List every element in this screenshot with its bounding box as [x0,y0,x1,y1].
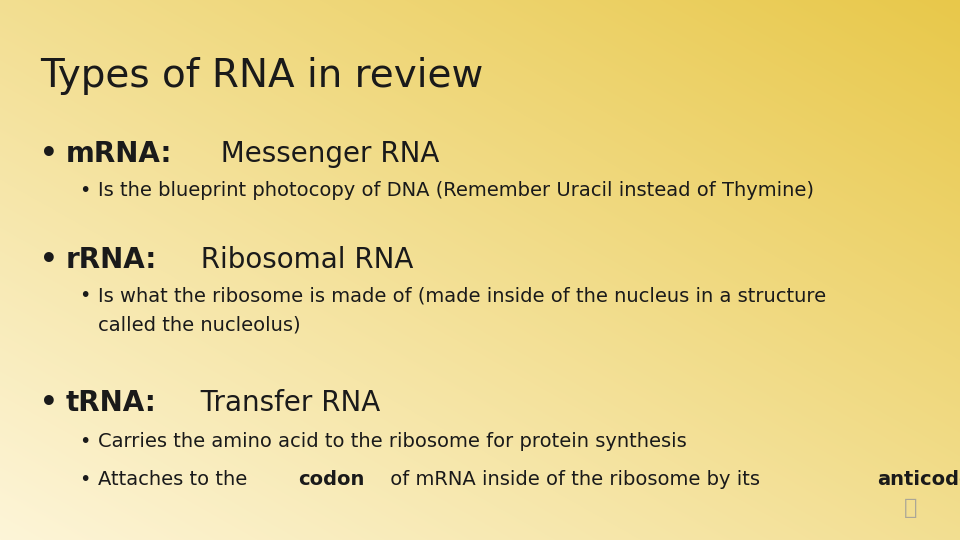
Text: Carries the amino acid to the ribosome for protein synthesis: Carries the amino acid to the ribosome f… [98,432,686,451]
Text: tRNA:: tRNA: [65,389,156,417]
Text: mRNA:: mRNA: [65,140,172,168]
Text: •: • [40,389,58,417]
Text: •: • [40,246,58,274]
Text: •: • [79,432,90,451]
Text: of mRNA inside of the ribosome by its: of mRNA inside of the ribosome by its [384,470,766,489]
Text: Is what the ribosome is made of (made inside of the nucleus in a structure: Is what the ribosome is made of (made in… [98,286,826,305]
Text: Attaches to the: Attaches to the [98,470,253,489]
Text: codon: codon [299,470,365,489]
Text: 🔈: 🔈 [903,498,917,518]
Text: Types of RNA in review: Types of RNA in review [40,57,484,94]
Text: Ribosomal RNA: Ribosomal RNA [183,246,414,274]
Text: •: • [40,140,58,168]
Text: Transfer RNA: Transfer RNA [182,389,380,417]
Text: •: • [79,470,90,489]
Text: Messenger RNA: Messenger RNA [203,140,439,168]
Text: •: • [79,181,90,200]
Text: called the nucleolus): called the nucleolus) [98,316,300,335]
Text: Is the blueprint photocopy of DNA (Remember Uracil instead of Thymine): Is the blueprint photocopy of DNA (Remem… [98,181,814,200]
Text: anticodon: anticodon [877,470,960,489]
Text: •: • [79,286,90,305]
Text: rRNA:: rRNA: [65,246,156,274]
